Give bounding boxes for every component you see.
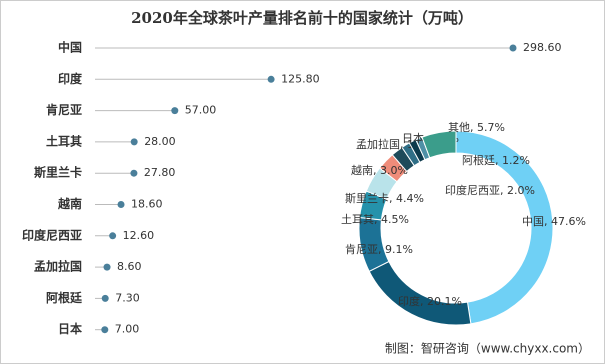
slice-label: 中国, 47.6% [522,215,586,228]
value-label: 57.00 [185,104,217,117]
dot [130,138,138,146]
category-label: 越南 [57,196,82,211]
category-label: 土耳其 [46,133,82,148]
slice-label: 越南, 3.0% [351,163,408,177]
donut-slice [421,130,457,159]
value-label: 7.00 [115,323,140,336]
dot [109,232,117,240]
value-label: 27.80 [144,166,176,179]
dot [101,294,109,302]
category-label: 斯里兰卡 [34,165,82,180]
category-label: 肯尼亚 [46,102,82,117]
dot [267,75,275,83]
value-label: 28.00 [144,135,176,148]
dot [103,263,111,271]
slice-label: 阿根廷, 1.2% [462,153,530,167]
dot [509,44,517,52]
value-label: 7.30 [115,291,140,304]
value-label: 125.80 [281,72,320,85]
value-label: 12.60 [123,229,154,242]
slice-label: 印度尼西亚, 2.0% [445,183,535,197]
value-label: 298.60 [523,41,562,54]
dot [130,169,138,177]
category-label: 孟加拉国 [34,259,82,274]
value-label: 18.60 [131,198,163,211]
source: 制图：智研咨询（www.chyxx.com） [385,341,590,356]
slice-label: 肯尼亚, 9.1% [345,243,413,256]
chart-title: 2020年全球茶叶产量排名前十的国家统计（万吨） [131,9,473,27]
dot [117,201,125,208]
value-label: 8.60 [117,260,142,273]
slice-label: 土耳其, 4.5% [341,213,409,226]
slice-label: 印度, 20.1% [398,294,462,308]
slice-label: 斯里兰卡, 4.4% [345,192,424,205]
category-label: 阿根廷 [46,290,83,305]
slice-label: 其他, 5.7% [448,121,505,134]
category-label: 印度 [58,71,83,86]
dot [101,326,109,334]
category-label: 中国 [58,40,82,55]
category-label: 印度尼西亚 [22,227,82,242]
category-label: 日本 [58,321,82,336]
dot [171,107,179,115]
